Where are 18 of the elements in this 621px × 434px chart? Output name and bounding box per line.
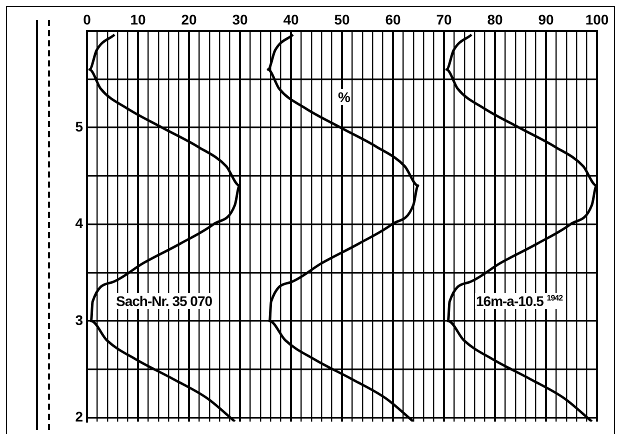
x-tick-label: 80 xyxy=(487,11,503,28)
y-tick-label: 5 xyxy=(75,118,84,134)
y-tick-label: 4 xyxy=(75,215,84,232)
x-axis-title: % xyxy=(338,89,350,106)
x-tick-label: 20 xyxy=(181,11,197,28)
y-tick-label: 2 xyxy=(75,408,84,425)
x-tick-label: 0 xyxy=(83,11,92,28)
x-tick-label: 90 xyxy=(538,11,554,28)
x-tick-label: 10 xyxy=(130,11,146,28)
x-tick-label: 70 xyxy=(436,11,452,28)
x-tick-label: 60 xyxy=(385,11,401,28)
y-tick-label: 3 xyxy=(75,312,84,328)
x-tick-label: 100 xyxy=(585,11,609,28)
x-tick-label: 50 xyxy=(334,11,350,28)
annotation: Sach-Nr. 35 070 xyxy=(115,292,214,309)
annotation: 16m-a-10.5 $^{1942}$ xyxy=(475,292,564,309)
x-tick-label: 30 xyxy=(232,11,248,28)
x-tick-label: 40 xyxy=(283,11,299,28)
